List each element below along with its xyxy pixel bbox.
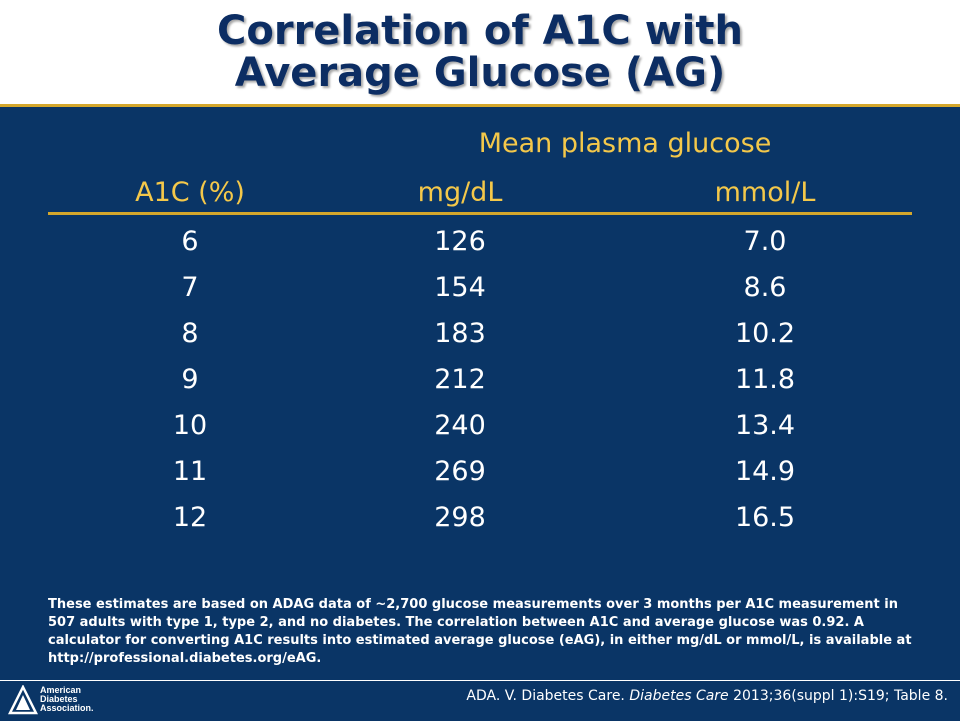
citation-suffix: 2013;36(suppl 1):S19; Table 8. [728,688,948,704]
a1c-cell: 9 [181,364,199,395]
slide-header: Correlation of A1C with Average Glucose … [0,0,960,104]
mmol-l-cell: 13.4 [734,410,796,441]
table-row: 12 298 16.5 [0,502,960,548]
title-line-1: Correlation of A1C with [217,8,743,54]
table-row: 10 240 13.4 [0,410,960,456]
mean-plasma-glucose-header: Mean plasma glucose [478,128,772,159]
a1c-cell: 12 [172,502,208,533]
table-row: 6 126 7.0 [0,226,960,272]
slide-body [0,107,960,680]
mg-dl-cell: 298 [434,502,486,533]
mmol-l-cell: 11.8 [734,364,796,395]
title-line-2: Average Glucose (AG) [234,50,726,96]
mg-dl-cell: 126 [434,226,486,257]
table-row: 9 212 11.8 [0,364,960,410]
ada-logo-text: American Diabetes Association. [40,686,94,713]
footnote: These estimates are based on ADAG data o… [48,597,912,666]
mmol-l-cell: 10.2 [734,318,796,349]
a1c-cell: 10 [172,410,208,441]
mg-dl-cell: 269 [434,456,486,487]
header-divider [0,104,960,107]
mg-dl-cell: 183 [434,318,486,349]
a1c-cell: 8 [181,318,199,349]
column-header-mg-dl: mg/dL [417,177,503,208]
page-title: Correlation of A1C with Average Glucose … [0,10,960,94]
mg-dl-cell: 212 [434,364,486,395]
slide-footer [0,680,960,721]
mmol-l-cell: 14.9 [734,456,796,487]
mg-dl-cell: 154 [434,272,486,303]
mmol-l-cell: 8.6 [743,272,787,303]
a1c-cell: 11 [172,456,208,487]
logo-line-1: American [40,685,82,695]
mg-dl-cell: 240 [434,410,486,441]
column-header-mmol-l: mmol/L [714,177,816,208]
ada-triangle-logo-icon [8,685,38,715]
citation-prefix: ADA. V. Diabetes Care. [466,688,630,704]
column-header-a1c: A1C (%) [135,177,245,208]
a1c-cell: 6 [181,226,199,257]
citation-journal: Diabetes Care [629,688,729,704]
a1c-cell: 7 [181,272,199,303]
table-header-rule [48,212,912,215]
logo-line-2: Diabetes [40,694,78,704]
citation: ADA. V. Diabetes Care. Diabetes Care 201… [466,688,948,704]
mmol-l-cell: 16.5 [734,502,796,533]
logo-line-3: Association. [40,703,94,713]
table-row: 11 269 14.9 [0,456,960,502]
mmol-l-cell: 7.0 [743,226,787,257]
table-row: 8 183 10.2 [0,318,960,364]
table-row: 7 154 8.6 [0,272,960,318]
